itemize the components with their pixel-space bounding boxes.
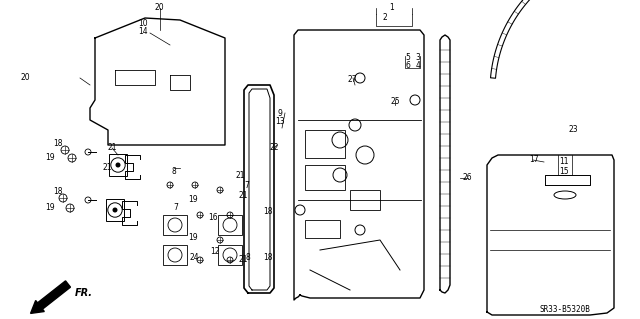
Bar — [163, 245, 187, 265]
Text: 18: 18 — [263, 206, 273, 216]
Text: 26: 26 — [462, 174, 472, 182]
Text: 8: 8 — [246, 254, 250, 263]
Text: 20: 20 — [20, 73, 30, 83]
Bar — [106, 199, 124, 221]
Text: 5: 5 — [406, 54, 410, 63]
Text: 19: 19 — [188, 234, 198, 242]
Text: 22: 22 — [269, 144, 279, 152]
Text: 18: 18 — [53, 188, 63, 197]
Text: 9: 9 — [278, 108, 282, 117]
Text: 13: 13 — [275, 117, 285, 127]
Text: 15: 15 — [559, 167, 569, 176]
Bar — [109, 154, 127, 176]
Text: 8: 8 — [172, 167, 177, 176]
Text: 21: 21 — [102, 164, 112, 173]
Text: 11: 11 — [559, 158, 569, 167]
Text: 27: 27 — [347, 76, 357, 85]
FancyArrow shape — [31, 281, 70, 313]
Bar — [218, 245, 242, 265]
Text: 18: 18 — [53, 138, 63, 147]
Bar — [305, 130, 345, 158]
Text: 21: 21 — [108, 144, 116, 152]
Text: 3: 3 — [415, 54, 420, 63]
Text: 18: 18 — [263, 254, 273, 263]
Text: 21: 21 — [238, 190, 248, 199]
Text: 7: 7 — [244, 181, 250, 189]
Text: 19: 19 — [45, 153, 55, 162]
Text: 17: 17 — [529, 155, 539, 165]
Text: SR33-B5320B: SR33-B5320B — [539, 306, 590, 315]
Text: 4: 4 — [415, 62, 420, 70]
Text: 20: 20 — [154, 4, 164, 12]
Circle shape — [116, 163, 120, 167]
Text: 24: 24 — [189, 253, 199, 262]
Text: 2: 2 — [383, 13, 387, 23]
Text: 16: 16 — [208, 213, 218, 222]
Text: 12: 12 — [211, 248, 220, 256]
Bar — [218, 215, 242, 235]
Text: 23: 23 — [568, 125, 578, 135]
Bar — [305, 165, 345, 190]
Bar — [305, 220, 340, 238]
Text: 21: 21 — [238, 256, 248, 264]
Text: 1: 1 — [390, 4, 394, 12]
Bar — [350, 190, 380, 210]
Text: 6: 6 — [406, 62, 410, 70]
Text: 19: 19 — [188, 196, 198, 204]
Text: 19: 19 — [45, 203, 55, 211]
Text: 25: 25 — [390, 97, 400, 106]
Bar — [163, 215, 187, 235]
Text: 10: 10 — [138, 19, 148, 27]
Circle shape — [113, 208, 117, 212]
Text: FR.: FR. — [75, 288, 93, 298]
Text: 21: 21 — [236, 170, 244, 180]
Text: 7: 7 — [173, 203, 179, 211]
Text: 14: 14 — [138, 26, 148, 35]
